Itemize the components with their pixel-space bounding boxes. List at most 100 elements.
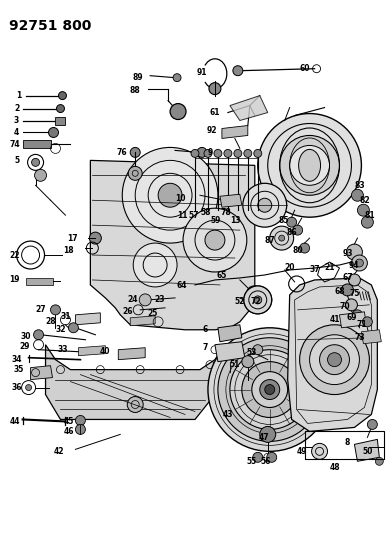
Circle shape <box>218 338 321 441</box>
Circle shape <box>128 166 142 180</box>
Circle shape <box>342 284 353 296</box>
Text: 92751 800: 92751 800 <box>9 19 91 33</box>
Polygon shape <box>90 160 255 330</box>
Text: 7: 7 <box>202 343 207 352</box>
Circle shape <box>346 244 362 260</box>
Text: 73: 73 <box>354 333 365 342</box>
Text: 37: 37 <box>309 265 320 274</box>
Text: 3: 3 <box>14 116 19 125</box>
Text: 52: 52 <box>235 297 245 306</box>
Circle shape <box>244 286 272 314</box>
Circle shape <box>204 149 212 157</box>
Circle shape <box>208 328 332 451</box>
Circle shape <box>362 317 372 327</box>
Text: 50: 50 <box>362 447 372 456</box>
Circle shape <box>34 330 44 340</box>
Circle shape <box>260 426 276 442</box>
Circle shape <box>258 198 272 212</box>
Text: 9: 9 <box>207 148 213 157</box>
Text: 88: 88 <box>130 86 140 95</box>
Text: 40: 40 <box>100 347 111 356</box>
Text: 57: 57 <box>189 211 199 220</box>
Text: 23: 23 <box>155 295 165 304</box>
Polygon shape <box>75 313 100 325</box>
Circle shape <box>244 286 272 314</box>
Text: 27: 27 <box>35 305 46 314</box>
Text: 33: 33 <box>57 345 68 354</box>
Text: 53: 53 <box>246 348 257 357</box>
Text: 69: 69 <box>346 313 357 322</box>
Circle shape <box>158 183 182 207</box>
Circle shape <box>133 243 177 287</box>
Circle shape <box>348 274 360 286</box>
Polygon shape <box>118 348 145 360</box>
Circle shape <box>122 148 218 243</box>
Circle shape <box>69 323 78 333</box>
Text: 61: 61 <box>210 108 220 117</box>
Polygon shape <box>130 316 155 326</box>
Text: 85: 85 <box>278 216 289 225</box>
Text: 13: 13 <box>230 216 241 225</box>
Polygon shape <box>46 345 225 419</box>
Polygon shape <box>215 342 245 362</box>
Circle shape <box>51 305 60 315</box>
Text: 5: 5 <box>14 156 19 165</box>
Text: 81: 81 <box>364 211 375 220</box>
Text: 29: 29 <box>20 342 30 351</box>
Text: 20: 20 <box>284 263 295 272</box>
Circle shape <box>48 127 58 138</box>
Text: 26: 26 <box>122 308 133 317</box>
Circle shape <box>357 204 369 216</box>
Circle shape <box>253 345 263 354</box>
Polygon shape <box>218 325 242 342</box>
Polygon shape <box>222 125 248 139</box>
Polygon shape <box>78 346 105 356</box>
Circle shape <box>234 149 242 157</box>
Text: 10: 10 <box>175 193 185 203</box>
Circle shape <box>253 453 263 462</box>
Text: 45: 45 <box>63 417 74 426</box>
Circle shape <box>75 424 85 434</box>
Polygon shape <box>288 278 378 431</box>
Text: 47: 47 <box>259 433 269 442</box>
Circle shape <box>355 259 363 267</box>
Text: 4: 4 <box>14 128 19 137</box>
Circle shape <box>265 385 275 394</box>
Text: 51: 51 <box>230 360 240 369</box>
Text: 72: 72 <box>250 297 261 306</box>
Text: 74: 74 <box>9 140 20 149</box>
Circle shape <box>346 299 357 311</box>
Circle shape <box>310 335 360 385</box>
Text: 18: 18 <box>63 246 74 255</box>
Circle shape <box>254 296 262 304</box>
Circle shape <box>244 149 252 157</box>
Text: 78: 78 <box>220 208 231 217</box>
Text: 42: 42 <box>53 447 64 456</box>
Text: 22: 22 <box>9 251 20 260</box>
Circle shape <box>35 169 46 181</box>
Text: 92: 92 <box>207 126 217 135</box>
Text: 83: 83 <box>354 181 365 190</box>
Text: 65: 65 <box>217 271 227 280</box>
Circle shape <box>209 83 221 95</box>
Text: 94: 94 <box>348 261 359 270</box>
Text: 34: 34 <box>11 355 22 364</box>
Text: 8: 8 <box>345 438 350 447</box>
Circle shape <box>300 243 310 253</box>
Text: 2: 2 <box>14 104 19 113</box>
Text: 49: 49 <box>296 447 307 456</box>
Circle shape <box>312 443 328 459</box>
Circle shape <box>58 92 66 100</box>
Circle shape <box>139 294 151 306</box>
Circle shape <box>375 457 383 465</box>
Polygon shape <box>30 366 53 379</box>
Text: 1: 1 <box>16 91 21 100</box>
Circle shape <box>242 362 298 417</box>
Circle shape <box>173 74 181 82</box>
Circle shape <box>26 385 32 391</box>
Ellipse shape <box>299 149 321 181</box>
Text: 60: 60 <box>300 64 310 73</box>
Text: 28: 28 <box>45 317 56 326</box>
Circle shape <box>242 356 254 368</box>
Text: 11: 11 <box>177 211 187 220</box>
